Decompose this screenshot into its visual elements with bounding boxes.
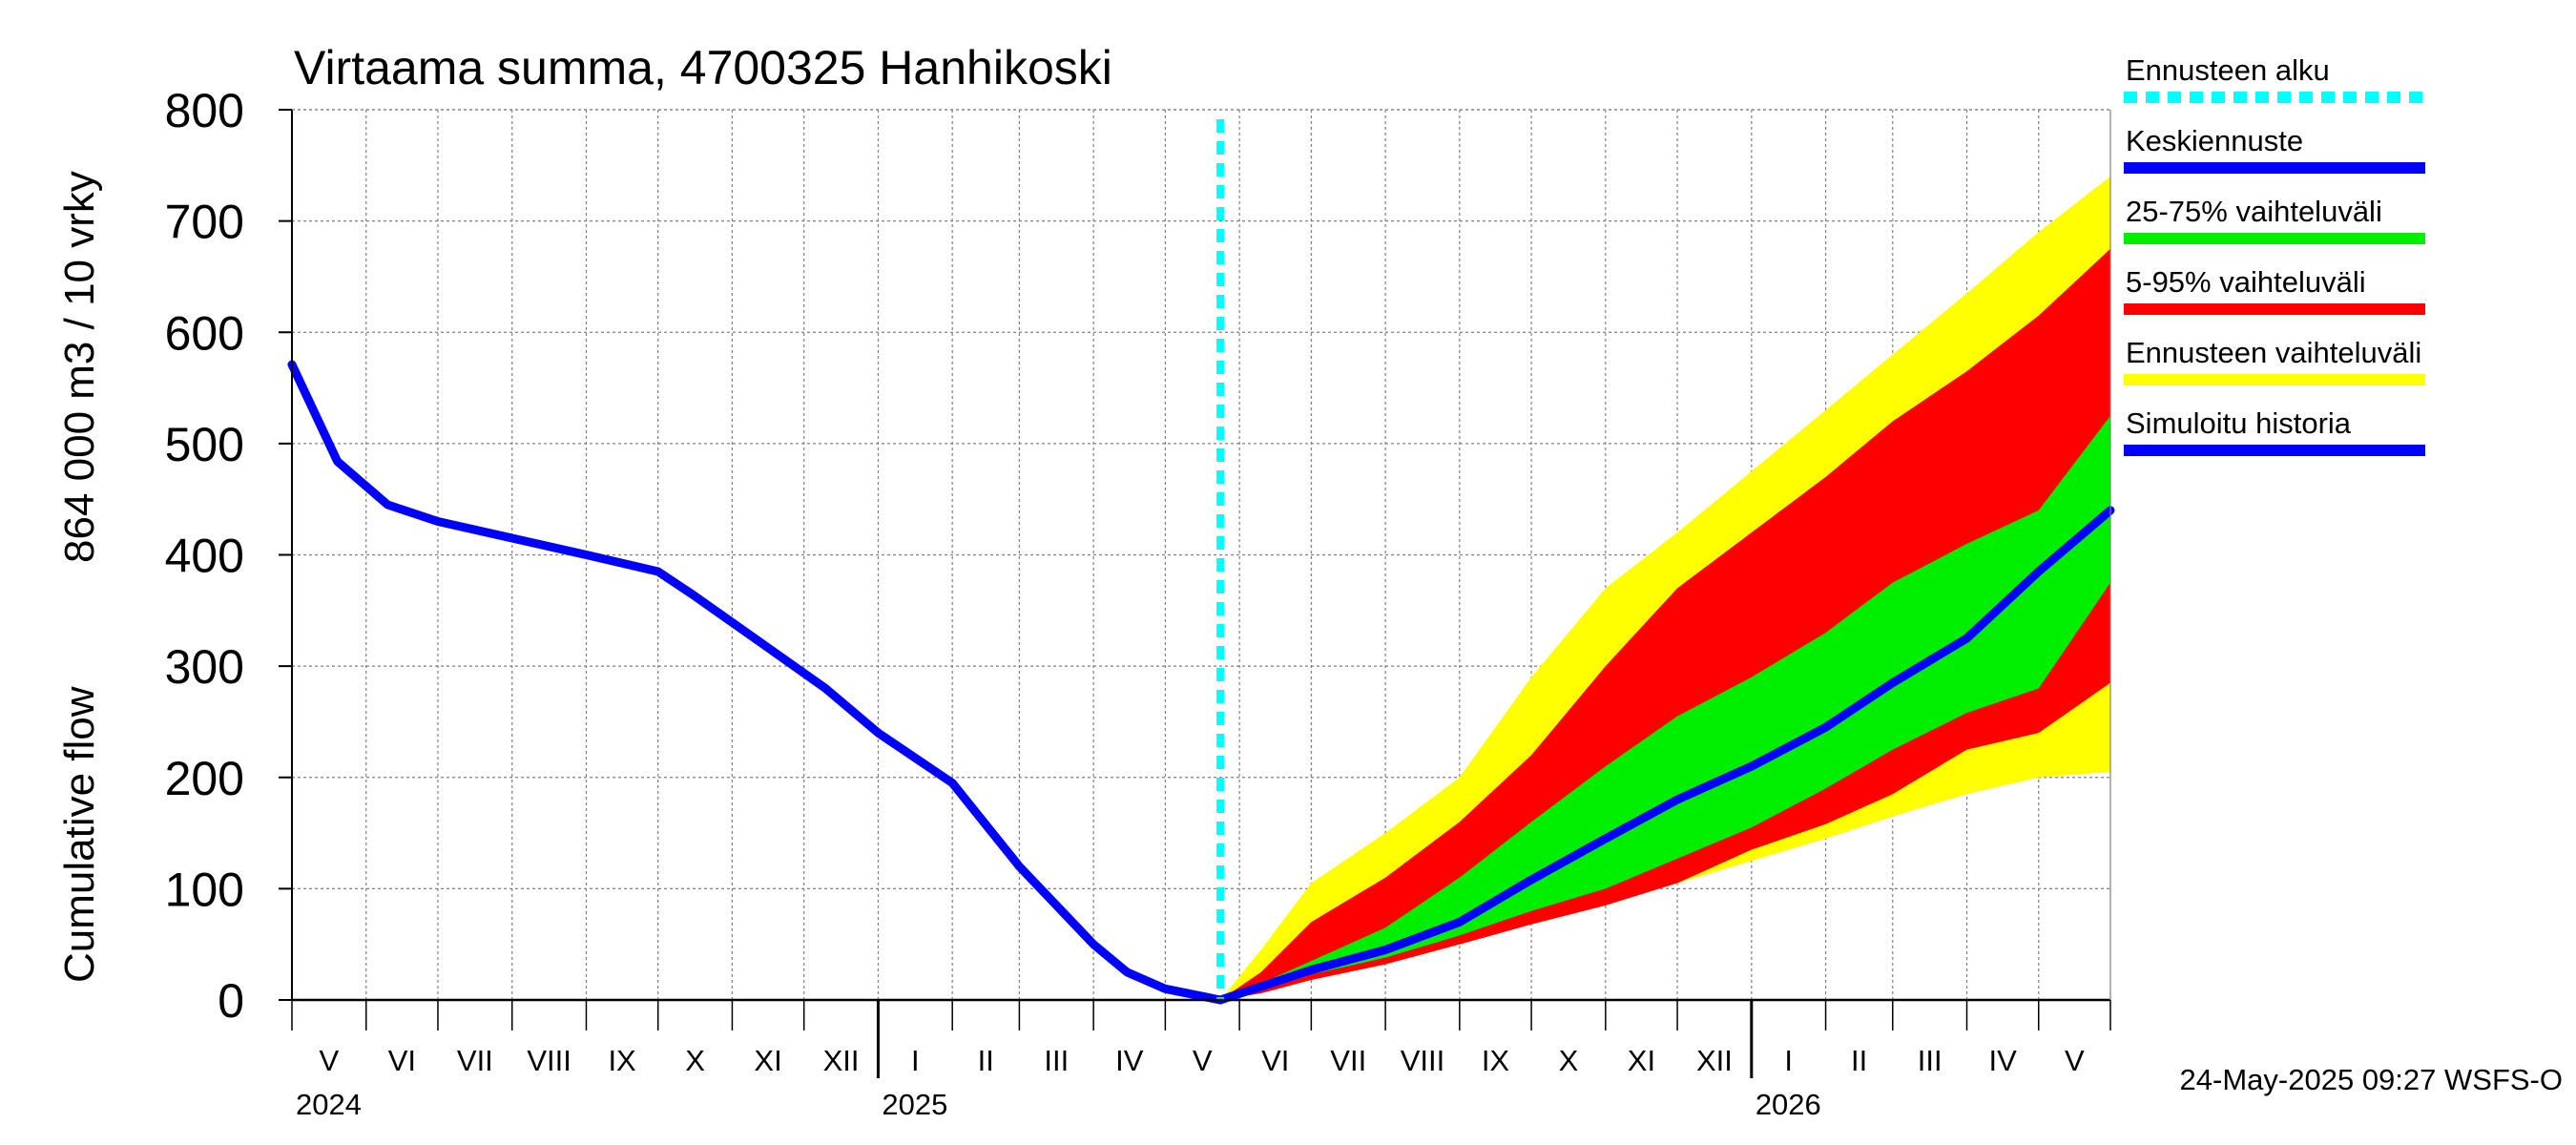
month-label: XII	[1696, 1044, 1733, 1077]
mean-forecast-line	[1215, 506, 2115, 1005]
month-label: V	[1193, 1044, 1213, 1077]
month-label: V	[2065, 1044, 2085, 1077]
month-label: IV	[1988, 1044, 2017, 1077]
y-tick-label: 0	[218, 974, 244, 1028]
y-tick-label: 800	[165, 84, 244, 137]
month-label: XII	[823, 1044, 860, 1077]
legend-label: 5-95% vaihteluväli	[2126, 265, 2366, 299]
history-line	[287, 360, 1225, 1005]
y-tick-label: 200	[165, 752, 244, 805]
month-label: VI	[1261, 1044, 1289, 1077]
month-label: II	[978, 1044, 994, 1077]
timestamp-footer: 24-May-2025 09:27 WSFS-O	[2180, 1063, 2563, 1096]
month-label: VIII	[527, 1044, 571, 1077]
band-5-95	[1220, 248, 2110, 1000]
y-tick-label: 500	[165, 418, 244, 471]
legend-label: Keskiennuste	[2126, 124, 2303, 157]
month-label: VIII	[1401, 1044, 1445, 1077]
month-label: V	[320, 1044, 340, 1077]
y-tick-label: 700	[165, 196, 244, 249]
series-lines	[287, 119, 2115, 1005]
year-label: 2024	[296, 1088, 362, 1121]
legend-label: Ennusteen vaihteluväli	[2126, 336, 2421, 369]
y-tick-label: 300	[165, 640, 244, 694]
legend-label: Ennusteen alku	[2126, 53, 2330, 87]
month-label: II	[1851, 1044, 1867, 1077]
legend-label: 25-75% vaihteluväli	[2126, 195, 2382, 228]
legend-label: Simuloitu historia	[2126, 406, 2352, 440]
y-tick-label: 600	[165, 306, 244, 360]
month-label: XI	[1628, 1044, 1655, 1077]
y-tick-label: 400	[165, 530, 244, 583]
chart-title: Virtaama summa, 4700325 Hanhikoski	[294, 41, 1112, 94]
month-label: VI	[388, 1044, 416, 1077]
month-label: III	[1044, 1044, 1069, 1077]
forecast-bands	[1220, 176, 2110, 1001]
y-tick-label: 100	[165, 863, 244, 916]
band-25-75	[1220, 415, 2110, 1000]
month-label: IV	[1115, 1044, 1144, 1077]
month-label: I	[911, 1044, 920, 1077]
month-label: III	[1918, 1044, 1942, 1077]
month-label: IX	[1482, 1044, 1510, 1077]
month-label: X	[1559, 1044, 1579, 1077]
year-label: 2025	[882, 1088, 947, 1121]
month-label: IX	[608, 1044, 636, 1077]
month-label: I	[1784, 1044, 1793, 1077]
year-label: 2026	[1755, 1088, 1821, 1121]
y-axis-label-left: Cumulative flow	[56, 686, 103, 983]
month-label: VII	[457, 1044, 493, 1077]
y-axis-label-right: 864 000 m3 / 10 vrky	[56, 171, 103, 563]
legend: Ennusteen alku Keskiennuste 25-75% vaihtel…	[2124, 53, 2425, 456]
month-label: XI	[754, 1044, 781, 1077]
month-label: VII	[1330, 1044, 1366, 1077]
month-label: X	[685, 1044, 705, 1077]
